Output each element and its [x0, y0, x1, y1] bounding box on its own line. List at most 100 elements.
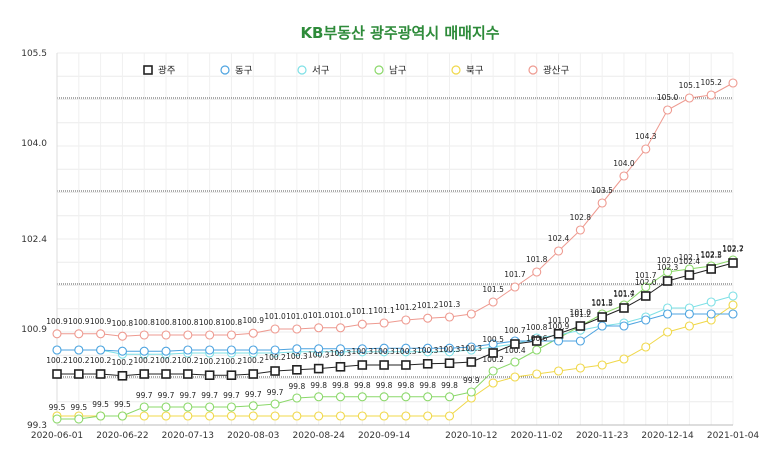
data-point-동구	[183, 345, 193, 355]
legend-label: 서구	[312, 66, 330, 77]
data-label-광주: 102.3	[657, 263, 679, 272]
data-point-광주	[466, 357, 477, 367]
data-label-남구: 99.7	[223, 391, 240, 400]
data-point-동구	[401, 343, 411, 353]
data-point-광주	[488, 348, 498, 358]
data-point-동구	[575, 336, 585, 346]
data-label-광주: 100.2	[199, 357, 221, 366]
data-label-광산구: 105.2	[700, 78, 722, 87]
data-label-남구: 101.7	[635, 271, 657, 280]
data-label-광주: 100.2	[221, 357, 243, 366]
data-label-광주: 100.3	[308, 351, 330, 360]
data-label-광산구: 100.9	[90, 317, 112, 326]
legend-marker	[528, 65, 538, 75]
data-point-광산구	[183, 330, 193, 340]
legend-marker	[451, 65, 461, 75]
y-tick-label: 99.3	[27, 421, 47, 431]
data-point-북구	[510, 372, 520, 382]
data-point-동구	[161, 346, 171, 356]
data-label-남구: 99.8	[289, 382, 306, 391]
data-point-남구	[335, 392, 346, 402]
data-label-광산구: 100.9	[46, 317, 68, 326]
data-point-북구	[663, 327, 673, 337]
data-point-북구	[488, 378, 498, 388]
data-point-동구	[684, 309, 694, 319]
data-label-광주: 101.7	[613, 290, 635, 299]
data-point-동구	[335, 344, 346, 354]
data-point-동구	[117, 346, 127, 356]
data-label-광주: 102.0	[635, 278, 657, 287]
data-point-서구	[728, 291, 738, 301]
data-point-광주	[161, 369, 171, 379]
x-tick-label: 2020-11-02	[511, 431, 563, 441]
legend-item: 북구	[451, 65, 484, 77]
data-point-광산구	[161, 330, 171, 340]
data-label-광산구: 100.9	[68, 317, 90, 326]
data-point-광산구	[74, 329, 84, 339]
legend-marker	[297, 65, 307, 75]
data-point-광주	[183, 369, 193, 379]
data-point-광산구	[226, 330, 237, 340]
data-label-광주: 100.5	[482, 335, 504, 344]
data-point-광주	[248, 369, 259, 379]
data-label-광주: 100.2	[68, 356, 90, 365]
data-point-광주	[95, 369, 106, 379]
data-point-남구	[205, 402, 215, 412]
data-point-광산구	[575, 225, 585, 235]
data-label-광주: 100.2	[264, 353, 286, 362]
legend-item: 남구	[374, 65, 407, 77]
data-point-북구	[597, 360, 607, 370]
data-point-북구	[335, 411, 346, 421]
data-point-남구	[466, 387, 476, 397]
data-point-광산구	[357, 319, 367, 329]
data-point-북구	[248, 411, 258, 421]
x-tick-label: 2020-06-01	[31, 431, 83, 441]
data-point-동구	[314, 344, 324, 354]
data-point-북구	[532, 369, 542, 379]
data-point-남구	[161, 402, 171, 412]
data-label-광산구: 104.3	[635, 132, 657, 141]
x-tick-label: 2021-01-04	[707, 431, 760, 441]
data-label-광산구: 101.7	[504, 270, 526, 279]
data-point-광산구	[684, 93, 694, 103]
data-label-광주: 101.5	[591, 299, 613, 308]
data-point-서구	[706, 297, 716, 307]
data-label-남구: 102.2	[700, 250, 722, 259]
data-label-남구: 101.2	[570, 310, 592, 319]
legend-label: 북구	[466, 66, 484, 77]
y-tick-label: 100.9	[21, 325, 47, 335]
data-point-광산구	[314, 323, 324, 333]
data-point-북구	[444, 411, 455, 421]
series-광주	[52, 258, 738, 381]
data-label-광산구: 105.1	[679, 81, 701, 90]
data-label-남구: 99.8	[310, 381, 327, 390]
data-point-광산구	[728, 78, 738, 88]
data-label-남구: 101.2	[591, 298, 613, 307]
data-label-남구: 100.4	[504, 346, 526, 355]
data-point-광주	[270, 366, 280, 376]
data-label-광산구: 100.8	[155, 318, 177, 327]
data-point-북구	[379, 411, 389, 421]
data-point-북구	[728, 300, 738, 310]
data-point-동구	[139, 346, 149, 356]
data-label-남구: 99.8	[398, 381, 415, 390]
data-label-남구: 102.2	[722, 244, 744, 253]
data-label-남구: 99.8	[419, 381, 436, 390]
data-point-광주	[444, 358, 455, 369]
data-point-남구	[96, 411, 106, 421]
data-label-남구: 99.8	[441, 381, 458, 390]
data-label-남구: 99.7	[136, 391, 153, 400]
data-point-광산구	[96, 329, 106, 339]
data-label-광주: 100.2	[46, 356, 68, 365]
data-label-남구: 99.5	[114, 400, 131, 409]
data-point-광주	[640, 291, 651, 301]
data-point-동구	[96, 345, 106, 355]
x-tick-label: 2020-11-23	[576, 431, 628, 441]
grid-layer	[56, 52, 734, 426]
data-label-광주: 100.2	[177, 356, 199, 365]
data-label-남구: 99.7	[245, 390, 262, 399]
data-point-남구	[663, 267, 673, 277]
data-label-광산구: 100.8	[133, 318, 155, 327]
data-point-동구	[728, 309, 738, 319]
data-label-광산구: 101.0	[286, 312, 308, 321]
